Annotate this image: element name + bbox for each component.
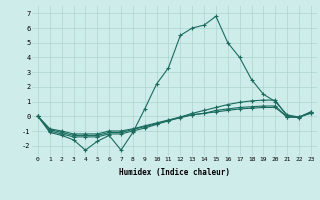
X-axis label: Humidex (Indice chaleur): Humidex (Indice chaleur) [119,168,230,177]
